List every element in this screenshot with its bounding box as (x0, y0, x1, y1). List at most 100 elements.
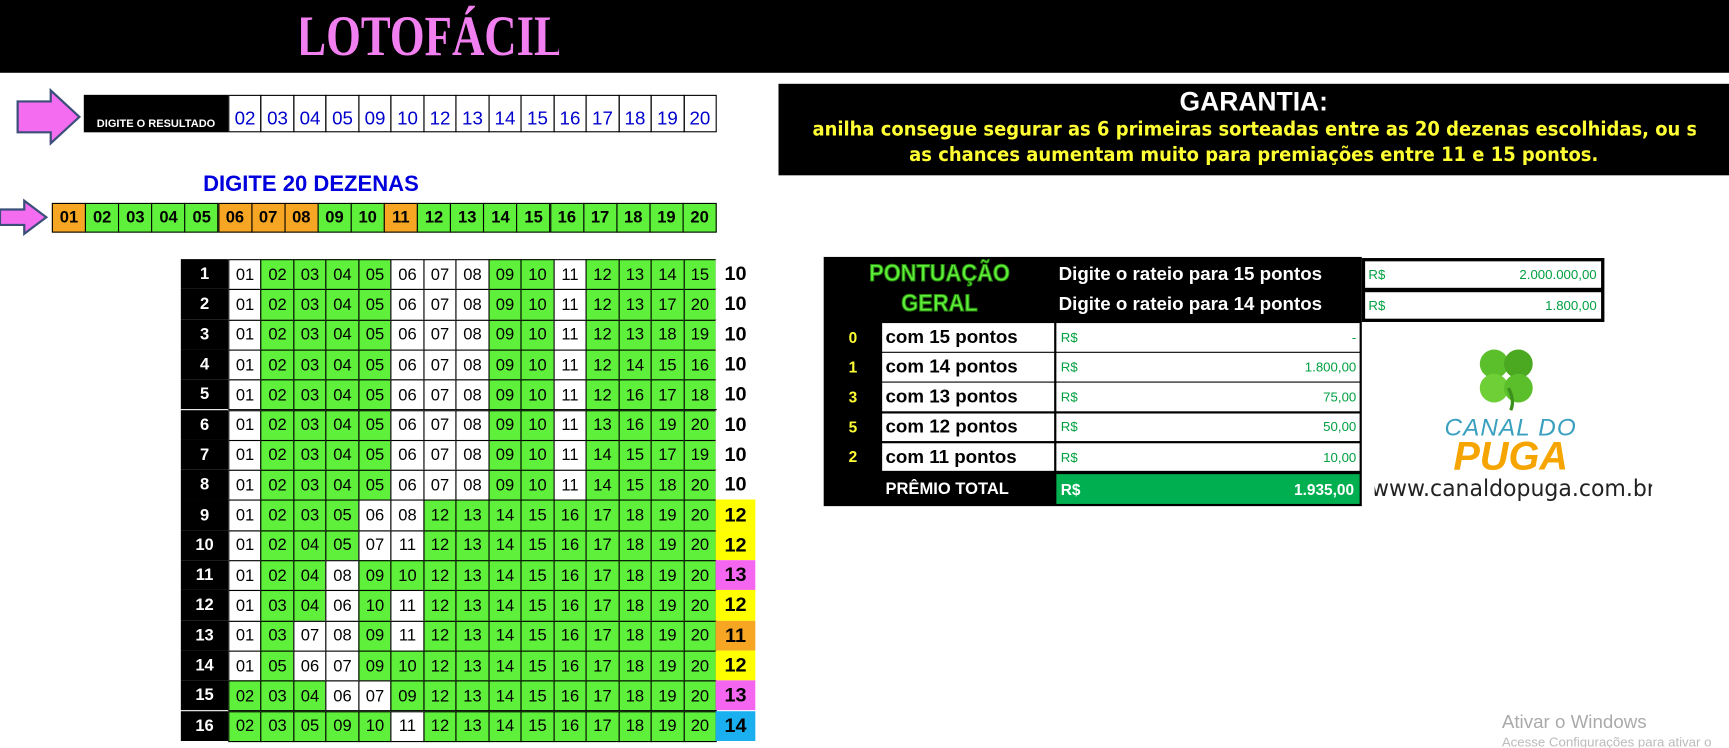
game-number: 13 (455, 620, 490, 652)
game-number: 05 (325, 530, 360, 562)
game-number: 09 (358, 560, 392, 592)
game-number: 10 (520, 379, 555, 411)
game-number: 08 (455, 289, 490, 321)
game-number: 11 (553, 259, 587, 291)
game-number: 12 (423, 650, 457, 682)
game-number: 17 (585, 530, 620, 562)
game-number: 03 (260, 590, 295, 622)
game-number: 07 (423, 259, 457, 291)
game-number: 01 (228, 530, 262, 562)
chosen-number: 02 (85, 202, 120, 233)
game-hits: 13 (715, 560, 756, 591)
chosen-number: 17 (582, 202, 618, 233)
game-number: 06 (390, 439, 425, 471)
game-number: 15 (520, 680, 555, 712)
game-index: 1 (180, 259, 229, 290)
game-hits: 13 (715, 680, 756, 711)
game-number: 20 (683, 560, 717, 592)
score-count: 3 (848, 388, 858, 406)
game-number: 04 (325, 289, 360, 321)
score-cell (1056, 383, 1360, 412)
prize-currency: R$ (1368, 266, 1386, 283)
result-number: 19 (650, 94, 685, 133)
game-number: 13 (618, 289, 652, 321)
game-number: 08 (455, 439, 490, 471)
game-number: 04 (325, 319, 360, 351)
game-number: 11 (553, 319, 587, 351)
game-number: 01 (228, 620, 262, 652)
game-number: 16 (553, 620, 587, 652)
chosen-number: 07 (250, 202, 286, 233)
game-index: 12 (180, 590, 229, 621)
game-number: 20 (683, 499, 717, 532)
game-number: 06 (325, 590, 360, 622)
score-label: com 15 pontos (882, 323, 1055, 352)
game-hits: 12 (715, 530, 756, 561)
game-number: 16 (553, 499, 587, 532)
game-number: 18 (650, 319, 685, 351)
game-number: 16 (553, 710, 587, 742)
game-number: 01 (228, 349, 262, 381)
game-number: 05 (358, 409, 392, 441)
game-number: 17 (650, 289, 685, 321)
score-count: 0 (848, 328, 858, 346)
game-number: 13 (618, 319, 652, 351)
game-number: 08 (455, 259, 490, 291)
result-number: 13 (455, 94, 490, 133)
game-hits: 10 (715, 439, 756, 470)
game-number: 15 (520, 560, 555, 592)
game-number: 06 (325, 680, 360, 712)
game-number: 04 (325, 469, 360, 502)
score-label: com 14 pontos (882, 353, 1055, 382)
score-currency: R$ (1060, 389, 1078, 405)
game-number: 14 (585, 469, 620, 502)
game-hits: 10 (715, 469, 756, 500)
watermark-title: Ativar o Windows (1501, 711, 1647, 733)
game-number: 12 (423, 710, 457, 742)
score-label: com 13 pontos (882, 383, 1055, 412)
game-number: 03 (293, 349, 327, 381)
game-number: 04 (325, 379, 360, 411)
game-number: 01 (228, 379, 262, 411)
game-number: 20 (683, 650, 717, 682)
chosen-number: 14 (483, 202, 518, 233)
game-number: 04 (293, 680, 327, 712)
game-number: 20 (683, 289, 717, 321)
game-number: 13 (455, 560, 490, 592)
game-number: 17 (585, 710, 620, 742)
game-number: 05 (358, 379, 392, 411)
score-count: 2 (848, 448, 858, 466)
game-index: 11 (180, 560, 229, 591)
game-number: 10 (520, 289, 555, 321)
game-hits: 10 (715, 289, 756, 320)
game-index: 5 (180, 379, 229, 410)
game-number: 14 (488, 590, 522, 622)
score-cell (1056, 353, 1360, 382)
total-value: 1.935,00 (1293, 480, 1355, 498)
game-number: 10 (520, 409, 555, 441)
game-number: 07 (293, 620, 327, 652)
game-number: 03 (293, 409, 327, 441)
scoring-title: PONTUAÇÃO (869, 259, 1011, 288)
game-number: 15 (520, 710, 555, 742)
chosen-number: 18 (616, 202, 651, 233)
total-currency: R$ (1060, 480, 1081, 498)
game-number: 10 (358, 590, 392, 622)
game-number: 07 (423, 319, 457, 351)
game-number: 09 (325, 710, 360, 742)
game-number: 02 (260, 319, 295, 351)
game-number: 07 (423, 409, 457, 441)
guarantee-text: A Planilha consegue segurar as 6 primeir… (811, 119, 1696, 142)
game-number: 01 (228, 469, 262, 502)
score-count: 1 (848, 358, 858, 376)
game-number: 20 (683, 469, 717, 502)
game-number: 09 (488, 379, 522, 411)
game-number: 02 (228, 680, 262, 712)
game-number: 14 (488, 560, 522, 592)
game-number: 03 (293, 289, 327, 321)
game-number: 13 (455, 590, 490, 622)
result-number: 17 (585, 94, 620, 133)
game-number: 20 (683, 590, 717, 622)
chosen-number: 01 (51, 202, 87, 233)
